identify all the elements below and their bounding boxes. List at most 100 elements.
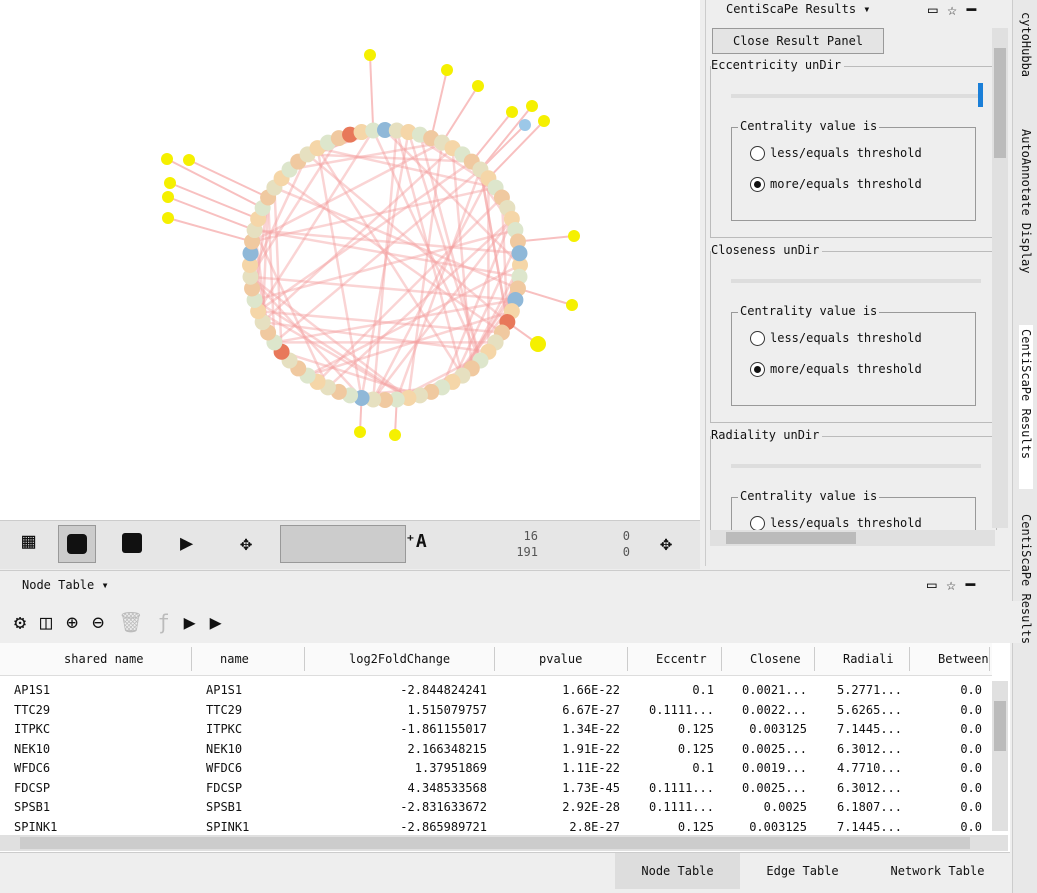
column-header[interactable]: Eccentr	[656, 652, 707, 666]
bottom-tab[interactable]: Network Table	[890, 864, 985, 878]
table-cell[interactable]: 0.1111...	[648, 800, 714, 814]
table-title[interactable]: Node Table ▾	[22, 578, 109, 592]
table-cell[interactable]: -2.831633672	[400, 800, 487, 814]
h-scrollbar[interactable]	[710, 530, 995, 546]
bottom-tab[interactable]: Edge Table	[766, 864, 839, 878]
table-cell[interactable]: 0.0	[960, 683, 982, 697]
export-table-icon[interactable]: ▶	[180, 531, 194, 556]
radio[interactable]	[750, 362, 765, 377]
table-cell[interactable]: 4.348533568	[407, 780, 487, 795]
bottom-tab[interactable]: Node Table	[615, 853, 740, 889]
table-cell[interactable]: 4.7710...	[836, 761, 902, 775]
table-cell[interactable]: ITPKC	[14, 722, 51, 736]
network-icon[interactable]	[58, 525, 96, 563]
table-v-scrollbar[interactable]	[992, 681, 1008, 831]
table-h-scrollbar[interactable]	[0, 835, 1008, 851]
table-cell[interactable]: 0.0021...	[741, 683, 807, 697]
table-cell[interactable]: 0.0019...	[741, 761, 807, 775]
table-cell[interactable]: 0.0	[960, 741, 982, 756]
radio-option[interactable]: less/equals threshold	[750, 331, 922, 346]
radio-option[interactable]: more/equals threshold	[750, 177, 922, 192]
selection-tools[interactable]	[280, 525, 406, 563]
export-icon[interactable]	[122, 533, 142, 553]
table-cell[interactable]: SPINK1	[14, 819, 58, 834]
table-cell[interactable]: -1.861155017	[400, 722, 487, 736]
table-cell[interactable]: 0.0	[960, 819, 982, 834]
table-cell[interactable]: AP1S1	[14, 683, 51, 697]
table-cell[interactable]: 6.3012...	[836, 780, 902, 795]
table-cell[interactable]: SPINK1	[206, 819, 250, 834]
table-toolbar[interactable]: ⚙◫⊕⊖🗑ƒ▶▶	[0, 601, 1024, 643]
table-cell[interactable]: WFDC6	[206, 761, 243, 775]
table-cell[interactable]: 0.1	[692, 761, 714, 775]
table-cell[interactable]: 2.8E-27	[569, 819, 620, 834]
table-cell[interactable]: 0.1111...	[648, 702, 714, 717]
close-button[interactable]: Close Result Panel	[712, 28, 884, 54]
network-canvas[interactable]	[0, 0, 700, 520]
table-cell[interactable]: 0.0025	[763, 800, 807, 814]
table-cell[interactable]: SPSB1	[206, 800, 243, 814]
table-cell[interactable]: 0.0	[960, 761, 982, 775]
table-cell[interactable]: 0.0025...	[741, 780, 807, 795]
table-cell[interactable]: 1.34E-22	[562, 722, 620, 736]
column-header[interactable]: shared name	[64, 652, 144, 666]
radio-option[interactable]: more/equals threshold	[750, 362, 922, 377]
panel-title[interactable]: CentiScaPe Results ▾	[726, 2, 871, 16]
table-cell[interactable]: 0.0	[960, 780, 982, 795]
slider-thumb[interactable]	[978, 83, 983, 107]
radio[interactable]	[750, 516, 765, 530]
table-cell[interactable]: TTC29	[206, 702, 243, 717]
table-cell[interactable]: 0.1	[692, 683, 714, 697]
table-cell[interactable]: TTC29	[14, 702, 51, 717]
table-cell[interactable]: 0.003125	[749, 819, 807, 834]
table-cell[interactable]: 1.37951869	[414, 761, 487, 775]
table-cell[interactable]: SPSB1	[14, 800, 51, 814]
table-cell[interactable]: 0.1111...	[648, 780, 714, 795]
table-cell[interactable]: 1.11E-22	[562, 761, 620, 775]
column-header[interactable]: log2FoldChange	[349, 652, 451, 666]
table-cell[interactable]: 0.125	[677, 741, 714, 756]
table-cell[interactable]: FDCSP	[14, 780, 51, 795]
column-header[interactable]: pvalue	[539, 652, 583, 666]
table-cell[interactable]: 5.6265...	[836, 702, 902, 717]
table-cell[interactable]: 1.73E-45	[562, 780, 620, 795]
radio[interactable]	[750, 331, 765, 346]
table-cell[interactable]: 2.166348215	[407, 741, 487, 756]
side-tab[interactable]: cytoHubba	[1019, 12, 1033, 78]
grid-icon[interactable]: ▦	[22, 529, 36, 554]
table-cell[interactable]: ITPKC	[206, 722, 243, 736]
table-cell[interactable]: NEK10	[206, 741, 243, 756]
column-header[interactable]: Closene	[750, 652, 801, 666]
table-cell[interactable]: 1.66E-22	[562, 683, 620, 697]
fit-icon[interactable]: ✥	[240, 531, 253, 555]
radio[interactable]	[750, 146, 765, 161]
radio[interactable]	[750, 177, 765, 192]
radio-option[interactable]: less/equals threshold	[750, 516, 922, 530]
table-cell[interactable]: 0.0022...	[741, 702, 807, 717]
table-cell[interactable]: 6.1807...	[836, 800, 902, 814]
v-scrollbar[interactable]	[992, 28, 1008, 528]
table-cell[interactable]: 2.92E-28	[562, 800, 620, 814]
table-cell[interactable]: FDCSP	[206, 780, 243, 795]
table-cell[interactable]: 6.67E-27	[562, 702, 620, 717]
side-tab[interactable]: CentiScaPe Results	[1019, 514, 1033, 645]
table-cell[interactable]: -2.865989721	[400, 819, 487, 834]
panel-controls[interactable]: ▭ ☆ ━	[928, 0, 977, 19]
table-cell[interactable]: 0.125	[677, 819, 714, 834]
table-cell[interactable]: -2.844824241	[400, 683, 487, 697]
table-cell[interactable]: 7.1445...	[836, 722, 902, 736]
table-cell[interactable]: 6.3012...	[836, 741, 902, 756]
center-icon[interactable]: ✥	[660, 531, 673, 555]
table-cell[interactable]: NEK10	[14, 741, 51, 756]
table-cell[interactable]: 0.003125	[749, 722, 807, 736]
table-cell[interactable]: 0.125	[677, 722, 714, 736]
table-cell[interactable]: WFDC6	[14, 761, 51, 775]
side-tab[interactable]: CentiScaPe Results	[1019, 325, 1033, 489]
radio-option[interactable]: less/equals threshold	[750, 146, 922, 161]
annotation-icon[interactable]: ⁺A	[405, 531, 427, 552]
table-cell[interactable]: 0.0	[960, 702, 982, 717]
table-cell[interactable]: 1.91E-22	[562, 741, 620, 756]
table-cell[interactable]: 1.515079757	[407, 702, 487, 717]
side-tab[interactable]: AutoAnnotate Display	[1019, 129, 1033, 274]
table-controls[interactable]: ▭ ☆ ━	[927, 575, 976, 594]
